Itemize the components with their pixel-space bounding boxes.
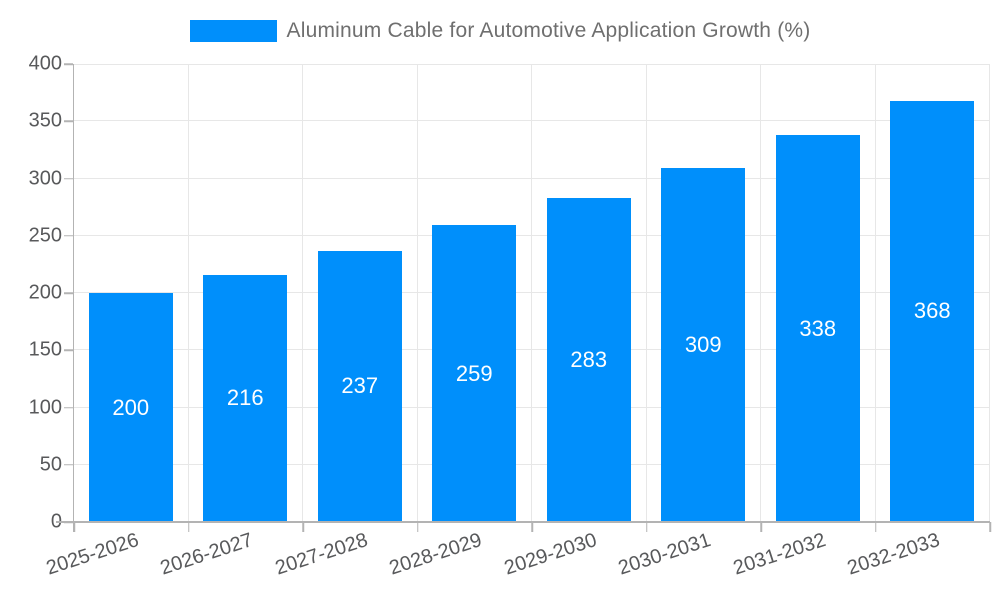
x-axis-labels: 2025-2026 2026-2027 2027-2028 2028-2029 2029… bbox=[43, 529, 990, 599]
category-cell: 338 bbox=[761, 64, 876, 522]
gridline bbox=[74, 120, 990, 122]
x-tick-mark bbox=[760, 522, 762, 532]
gridline bbox=[74, 349, 990, 351]
x-tick-label: 2029-2030 bbox=[501, 529, 600, 580]
y-tick-label: 150 bbox=[28, 338, 62, 361]
x-tick-label: 2028-2029 bbox=[386, 529, 485, 580]
gridline bbox=[74, 406, 990, 408]
x-tick-mark bbox=[187, 522, 190, 532]
y-tick-mark bbox=[64, 464, 73, 466]
gridlines bbox=[74, 64, 990, 522]
bar-value-label: 368 bbox=[913, 298, 951, 324]
y-tick-mark bbox=[64, 349, 73, 351]
legend-label: Aluminum Cable for Automotive Applicatio… bbox=[286, 19, 811, 42]
category-cell: 368 bbox=[876, 64, 990, 522]
bar-2026-2027[interactable]: 216 bbox=[203, 274, 288, 522]
bar-value-label: 259 bbox=[455, 360, 493, 386]
plot-area: 200 216 237 259 283 309 338 368 bbox=[74, 64, 990, 522]
gridline bbox=[74, 177, 990, 179]
bar-2032-2033[interactable]: 368 bbox=[890, 100, 975, 522]
x-tick-label: 2026-2027 bbox=[157, 529, 256, 580]
x-tick-mark bbox=[73, 522, 75, 532]
y-tick-mark bbox=[64, 292, 73, 294]
bar-2030-2031[interactable]: 309 bbox=[661, 168, 746, 522]
x-tick-label: 2030-2031 bbox=[615, 529, 714, 580]
bar-2025-2026[interactable]: 200 bbox=[88, 293, 173, 522]
y-tick-label: 350 bbox=[28, 109, 62, 132]
gridline bbox=[74, 64, 990, 65]
y-tick-label: 400 bbox=[28, 52, 62, 75]
bar-2028-2029[interactable]: 259 bbox=[432, 225, 517, 522]
x-tick-mark bbox=[531, 522, 533, 532]
x-tick-mark bbox=[302, 522, 304, 532]
bar-2029-2030[interactable]: 283 bbox=[546, 197, 631, 522]
y-tick-label: 250 bbox=[28, 224, 62, 247]
category-cell: 259 bbox=[418, 64, 532, 522]
y-tick-mark bbox=[64, 177, 73, 180]
category-cell: 237 bbox=[303, 64, 418, 522]
bar-value-label: 309 bbox=[684, 332, 722, 358]
gridline bbox=[74, 234, 990, 236]
category-cell: 200 bbox=[74, 64, 189, 522]
x-tick-mark bbox=[874, 522, 877, 532]
bar-value-label: 283 bbox=[570, 346, 608, 372]
y-tick-mark bbox=[64, 406, 73, 409]
y-tick-label: 300 bbox=[28, 167, 62, 189]
y-axis-line bbox=[72, 64, 74, 532]
legend-swatch bbox=[189, 20, 277, 42]
category-cell: 309 bbox=[647, 64, 761, 522]
x-tick-label: 2032-2033 bbox=[844, 529, 943, 580]
y-tick-label: 100 bbox=[28, 396, 62, 418]
x-tick-mark bbox=[416, 522, 419, 532]
chart-legend[interactable]: Aluminum Cable for Automotive Applicatio… bbox=[0, 19, 1000, 43]
gridline bbox=[74, 292, 990, 293]
y-tick-label: 200 bbox=[28, 281, 62, 304]
x-tick-mark bbox=[645, 522, 648, 532]
bar-value-label: 200 bbox=[112, 394, 150, 420]
category-cell: 216 bbox=[189, 64, 303, 522]
category-cell: 283 bbox=[532, 64, 647, 522]
y-tick-mark bbox=[64, 235, 73, 237]
y-tick-label: 50 bbox=[39, 453, 62, 476]
x-axis-ticks bbox=[73, 522, 991, 532]
bars-container: 200 216 237 259 283 309 338 368 bbox=[74, 64, 990, 522]
y-tick-mark bbox=[64, 120, 73, 122]
gridline bbox=[74, 463, 990, 465]
x-tick-label: 2031-2032 bbox=[730, 529, 829, 580]
y-axis-labels: 050100150200250300350400 bbox=[0, 53, 62, 533]
x-tick-mark bbox=[989, 522, 991, 532]
bar-value-label: 338 bbox=[799, 315, 837, 341]
bar-value-label: 216 bbox=[226, 385, 264, 411]
x-tick-label: 2025-2026 bbox=[43, 529, 142, 580]
x-tick-label: 2027-2028 bbox=[272, 529, 371, 580]
x-axis-line bbox=[56, 521, 990, 523]
bar-2031-2032[interactable]: 338 bbox=[775, 135, 860, 522]
bar-value-label: 237 bbox=[341, 373, 379, 399]
bar-2027-2028[interactable]: 237 bbox=[317, 250, 402, 522]
y-tick-mark bbox=[64, 63, 73, 65]
